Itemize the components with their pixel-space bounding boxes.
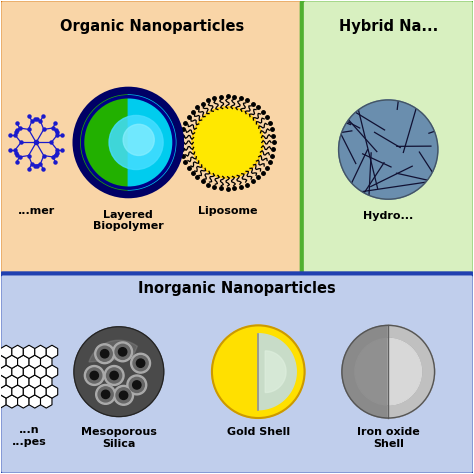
Circle shape — [84, 365, 104, 385]
Circle shape — [212, 325, 305, 418]
Text: Hybrid Na...: Hybrid Na... — [338, 19, 438, 34]
Circle shape — [104, 365, 124, 385]
Circle shape — [116, 388, 131, 403]
Circle shape — [127, 375, 147, 395]
Text: Gold Shell: Gold Shell — [227, 427, 290, 437]
Text: Liposome: Liposome — [198, 206, 257, 216]
Circle shape — [131, 353, 151, 373]
Polygon shape — [388, 338, 421, 405]
Circle shape — [137, 359, 145, 367]
Circle shape — [133, 356, 148, 371]
Circle shape — [123, 124, 155, 155]
Circle shape — [107, 368, 122, 383]
Text: Hydro...: Hydro... — [363, 211, 413, 221]
Text: ...mer: ...mer — [18, 206, 55, 216]
Circle shape — [194, 109, 261, 176]
Polygon shape — [89, 340, 137, 362]
Circle shape — [133, 381, 141, 389]
Circle shape — [101, 390, 110, 399]
Polygon shape — [128, 91, 180, 194]
FancyBboxPatch shape — [0, 273, 474, 474]
FancyBboxPatch shape — [302, 0, 474, 279]
Circle shape — [76, 91, 180, 194]
Circle shape — [342, 325, 435, 418]
Circle shape — [115, 344, 130, 359]
Circle shape — [74, 327, 164, 417]
FancyBboxPatch shape — [0, 0, 307, 279]
Circle shape — [87, 368, 102, 383]
Text: Organic Nanoparticles: Organic Nanoparticles — [60, 19, 244, 34]
Circle shape — [118, 348, 127, 356]
Circle shape — [95, 344, 115, 364]
Circle shape — [98, 387, 113, 402]
Circle shape — [119, 391, 128, 400]
Text: Inorganic Nanoparticles: Inorganic Nanoparticles — [138, 282, 336, 297]
Polygon shape — [76, 91, 128, 194]
Polygon shape — [258, 334, 296, 410]
Polygon shape — [265, 351, 286, 392]
Circle shape — [96, 384, 116, 404]
Text: ...n
...pes: ...n ...pes — [12, 425, 46, 447]
Text: Layered
Biopolymer: Layered Biopolymer — [93, 210, 164, 231]
Polygon shape — [388, 325, 435, 418]
Circle shape — [109, 116, 163, 170]
Circle shape — [129, 377, 145, 392]
Circle shape — [114, 385, 134, 405]
Circle shape — [110, 371, 118, 380]
Circle shape — [100, 350, 109, 358]
Circle shape — [113, 342, 133, 362]
Circle shape — [338, 100, 438, 199]
Circle shape — [355, 338, 421, 405]
Circle shape — [90, 371, 99, 380]
Circle shape — [97, 346, 112, 361]
Text: Iron oxide
Shell: Iron oxide Shell — [357, 427, 419, 448]
Text: Mesoporous
Silica: Mesoporous Silica — [81, 427, 157, 448]
